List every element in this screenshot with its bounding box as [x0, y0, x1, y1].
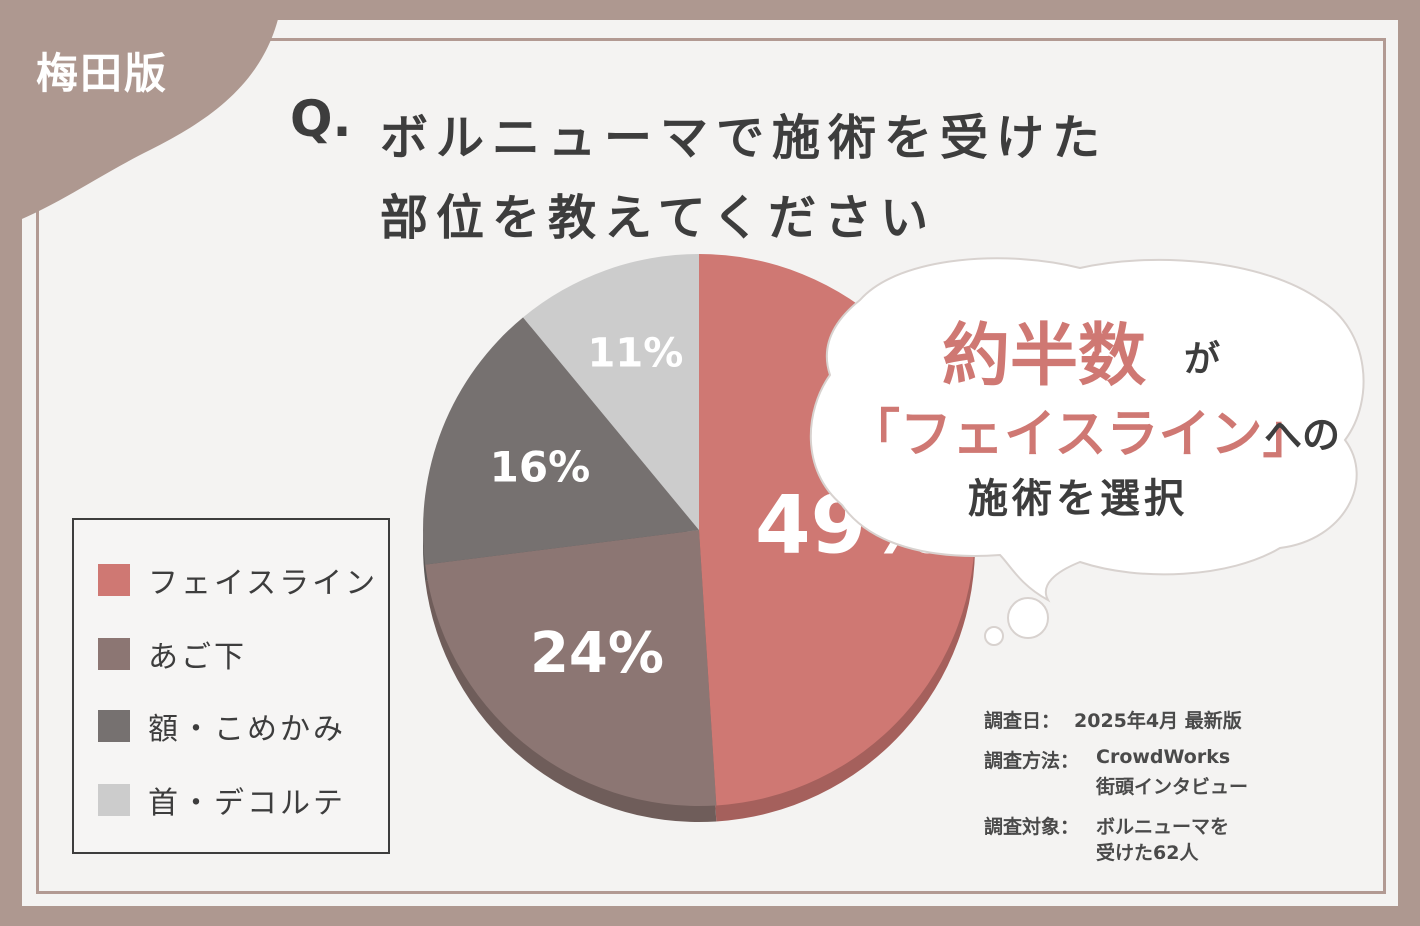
legend-swatch-neck — [98, 784, 130, 816]
edition-badge: 梅田版 — [36, 49, 169, 98]
legend-item-neck: 首・デコルテ — [98, 780, 346, 821]
survey-date-value: 2025年4月 最新版 — [1074, 710, 1242, 732]
callout-emphasis: 約半数 — [942, 317, 1147, 396]
survey-target-label: 調査対象： — [984, 816, 1080, 838]
legend-item-forehead: 額・こめかみ — [98, 706, 346, 747]
question-title-line1: ボルニューマで施術を受けた — [380, 110, 1109, 166]
question-title-line2: 部位を教えてください — [380, 190, 937, 246]
pie-slice-forehead — [423, 317, 699, 565]
corner-badge-shape — [0, 0, 282, 228]
legend-label-faceline: フェイスライン — [148, 566, 379, 601]
survey-date-label: 調査日： — [984, 710, 1061, 732]
legend-swatch-forehead — [98, 710, 130, 742]
legend: フェイスライン あご下 額・こめかみ 首・デコルテ — [72, 518, 390, 854]
legend-label-forehead: 額・こめかみ — [148, 712, 346, 747]
survey-method-value-1: CrowdWorks — [1096, 746, 1231, 768]
pie-label-chin: 24% — [530, 621, 664, 686]
legend-label-chin: あご下 — [148, 640, 247, 675]
question-mark: Q. — [290, 90, 352, 148]
panel-border — [36, 38, 1386, 894]
callout-suffix: への — [1264, 413, 1341, 457]
pie-label-forehead: 16% — [490, 443, 591, 492]
callout-highlight: 「フェイスライン」 — [848, 405, 1315, 465]
callout-particle: が — [1184, 339, 1221, 380]
legend-item-chin: あご下 — [98, 634, 247, 675]
legend-label-neck: 首・デコルテ — [148, 786, 346, 821]
legend-swatch-faceline — [98, 564, 130, 596]
callout-bubble-shape — [809, 257, 1365, 646]
survey-target-value-2: 受けた62人 — [1096, 842, 1199, 864]
pie-label-neck: 11% — [588, 330, 684, 376]
survey-target-value-1: ボルニューマを — [1096, 816, 1230, 838]
survey-method-label: 調査方法： — [984, 750, 1080, 772]
pie-slice-chin — [425, 530, 717, 807]
pie-slice-neck — [523, 254, 699, 530]
survey-method-value-2: 街頭インタビュー — [1096, 776, 1249, 798]
callout-line3: 施術を選択 — [968, 476, 1188, 522]
legend-item-faceline: フェイスライン — [98, 560, 379, 601]
legend-swatch-chin — [98, 638, 130, 670]
